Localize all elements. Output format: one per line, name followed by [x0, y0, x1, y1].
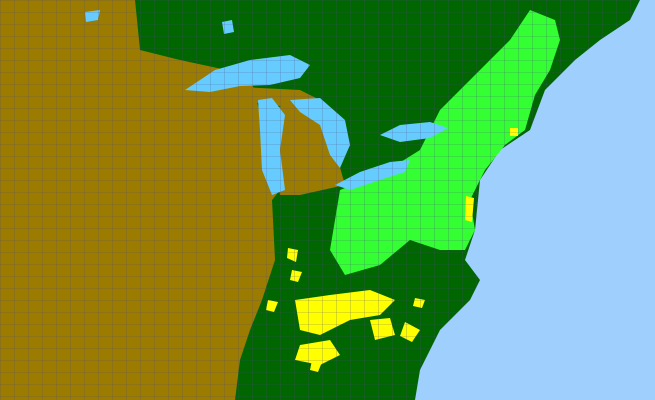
range-map [0, 0, 640, 400]
